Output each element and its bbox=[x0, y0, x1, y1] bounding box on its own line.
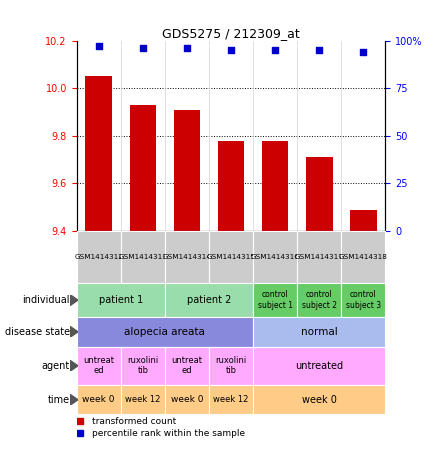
Text: week 0: week 0 bbox=[302, 395, 337, 405]
Point bbox=[184, 45, 191, 52]
Text: ruxolini
tib: ruxolini tib bbox=[215, 356, 247, 376]
Text: GSM1414312: GSM1414312 bbox=[74, 254, 123, 260]
Text: week 12: week 12 bbox=[125, 395, 160, 404]
Text: untreat
ed: untreat ed bbox=[171, 356, 202, 376]
Bar bbox=[262, 141, 288, 231]
Text: GSM1414313: GSM1414313 bbox=[118, 254, 167, 260]
Title: GDS5275 / 212309_at: GDS5275 / 212309_at bbox=[162, 27, 300, 39]
Point bbox=[139, 45, 146, 52]
Text: alopecia areata: alopecia areata bbox=[124, 327, 205, 337]
Text: GSM1414316: GSM1414316 bbox=[251, 254, 300, 260]
Text: week 0: week 0 bbox=[171, 395, 203, 404]
Bar bbox=[174, 110, 200, 231]
Text: agent: agent bbox=[42, 361, 70, 371]
Text: time: time bbox=[48, 395, 70, 405]
Bar bbox=[350, 210, 377, 231]
Text: control
subject 1: control subject 1 bbox=[258, 290, 293, 310]
Point bbox=[95, 43, 102, 50]
Point bbox=[360, 48, 367, 56]
Text: percentile rank within the sample: percentile rank within the sample bbox=[92, 429, 245, 438]
Text: untreat
ed: untreat ed bbox=[83, 356, 114, 376]
Text: control
subject 2: control subject 2 bbox=[302, 290, 337, 310]
Text: individual: individual bbox=[23, 295, 70, 305]
Text: control
subject 3: control subject 3 bbox=[346, 290, 381, 310]
Bar bbox=[85, 77, 112, 231]
Text: disease state: disease state bbox=[5, 327, 70, 337]
Polygon shape bbox=[70, 326, 78, 337]
Point bbox=[228, 47, 235, 54]
Text: ruxolini
tib: ruxolini tib bbox=[127, 356, 159, 376]
Polygon shape bbox=[70, 361, 78, 371]
Text: GSM1414315: GSM1414315 bbox=[207, 254, 255, 260]
Point bbox=[316, 47, 323, 54]
Text: patient 1: patient 1 bbox=[99, 295, 143, 305]
Text: transformed count: transformed count bbox=[92, 417, 177, 426]
Polygon shape bbox=[70, 294, 78, 305]
Bar bbox=[218, 141, 244, 231]
Bar bbox=[306, 157, 332, 231]
Text: week 0: week 0 bbox=[82, 395, 115, 404]
Text: GSM1414317: GSM1414317 bbox=[295, 254, 344, 260]
Text: week 12: week 12 bbox=[213, 395, 249, 404]
Text: untreated: untreated bbox=[295, 361, 343, 371]
Bar bbox=[130, 105, 156, 231]
Polygon shape bbox=[70, 394, 78, 405]
Text: patient 2: patient 2 bbox=[187, 295, 231, 305]
Text: GSM1414318: GSM1414318 bbox=[339, 254, 388, 260]
Point bbox=[272, 47, 279, 54]
Text: normal: normal bbox=[301, 327, 338, 337]
Text: GSM1414314: GSM1414314 bbox=[162, 254, 212, 260]
